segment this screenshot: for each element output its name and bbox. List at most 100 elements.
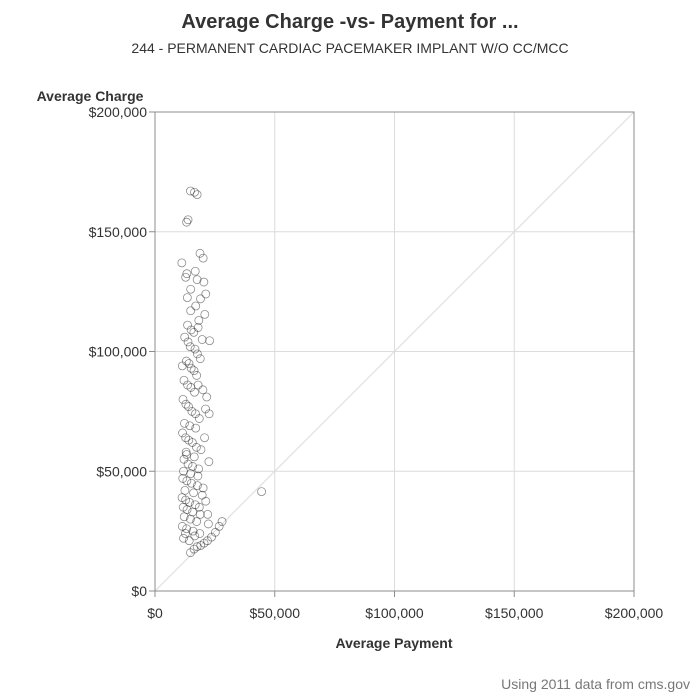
data-point (204, 519, 213, 529)
data-point (182, 450, 192, 459)
data-point (214, 521, 224, 531)
data-point (195, 354, 205, 364)
data-point (201, 404, 210, 414)
data-point (190, 387, 199, 397)
y-axis-label: Average Charge (37, 88, 144, 104)
data-point (180, 418, 189, 428)
data-point (193, 323, 203, 332)
data-point (179, 454, 189, 464)
data-point (179, 375, 189, 385)
chart-title: Average Charge -vs- Payment for ... (181, 11, 518, 33)
x-tick-label: $0 (147, 605, 163, 621)
data-point (194, 464, 203, 474)
data-point (177, 258, 187, 268)
data-point (179, 466, 188, 476)
reference-line (154, 111, 635, 592)
data-point (181, 433, 191, 443)
data-point (207, 532, 216, 542)
data-point (186, 548, 195, 558)
y-tick-label: $0 (131, 583, 147, 599)
data-point (178, 428, 187, 438)
y-tick-label: $100,000 (89, 344, 148, 360)
data-point (187, 406, 197, 416)
data-point (199, 538, 209, 548)
data-point (192, 349, 202, 359)
data-point (203, 509, 213, 519)
data-point (179, 533, 188, 543)
data-point (190, 500, 200, 510)
data-point (181, 447, 191, 457)
data-point (192, 442, 201, 452)
data-point (184, 359, 194, 368)
y-tick-label: $200,000 (89, 104, 148, 120)
data-point (185, 421, 195, 431)
data-point (186, 469, 196, 479)
data-point (188, 507, 198, 517)
data-point (182, 293, 192, 303)
data-point (177, 361, 187, 371)
data-point (186, 284, 196, 294)
data-point (195, 509, 205, 519)
data-point (189, 327, 199, 337)
data-point (198, 253, 208, 263)
data-point (186, 325, 196, 335)
x-tick-label: $100,000 (365, 605, 424, 621)
data-point (191, 423, 201, 433)
data-point (194, 502, 204, 512)
data-point (189, 366, 199, 376)
x-tick-label: $200,000 (605, 605, 664, 621)
data-point (186, 363, 196, 373)
data-point (189, 544, 199, 554)
data-point (182, 505, 192, 514)
y-tick-label: $50,000 (96, 463, 147, 479)
data-point (193, 471, 203, 481)
data-point (186, 514, 195, 524)
data-point (180, 486, 190, 495)
data-point (201, 496, 211, 506)
data-point (195, 529, 205, 538)
data-point (202, 392, 212, 402)
data-point (192, 517, 202, 526)
data-point (181, 529, 190, 538)
data-point (183, 459, 193, 469)
data-point (183, 215, 193, 225)
data-point (179, 512, 189, 522)
data-point (190, 266, 200, 276)
data-point (197, 490, 207, 500)
data-point (199, 277, 209, 287)
data-point (182, 524, 192, 534)
data-point (200, 309, 210, 319)
data-point (184, 402, 193, 411)
data-point (180, 332, 190, 342)
data-point (192, 275, 202, 285)
data-point (177, 521, 187, 531)
data-point (182, 217, 192, 227)
data-point (181, 495, 191, 505)
data-point (191, 301, 201, 311)
data-point (189, 488, 198, 498)
data-point (192, 190, 202, 200)
data-point (204, 457, 214, 467)
data-point (185, 342, 195, 352)
data-point (204, 409, 214, 419)
chart-subtitle: 244 - PERMANENT CARDIAC PACEMAKER IMPLAN… (131, 40, 568, 56)
data-point (177, 493, 187, 502)
data-point (201, 289, 211, 299)
data-point (190, 187, 199, 197)
data-point (178, 502, 188, 512)
data-point (187, 438, 197, 447)
data-points (177, 186, 266, 558)
data-point (203, 536, 212, 546)
data-point (184, 536, 194, 546)
data-point (186, 306, 196, 316)
data-point (196, 294, 205, 304)
footnote: Using 2011 data from cms.gov (501, 676, 690, 692)
data-point (181, 399, 191, 409)
y-tick-label: $150,000 (89, 224, 148, 240)
data-point (217, 517, 227, 526)
data-point (190, 344, 200, 354)
identity-line (154, 111, 635, 592)
x-axis-label: Average Payment (336, 635, 453, 651)
data-point (198, 385, 208, 395)
data-point (192, 542, 202, 552)
